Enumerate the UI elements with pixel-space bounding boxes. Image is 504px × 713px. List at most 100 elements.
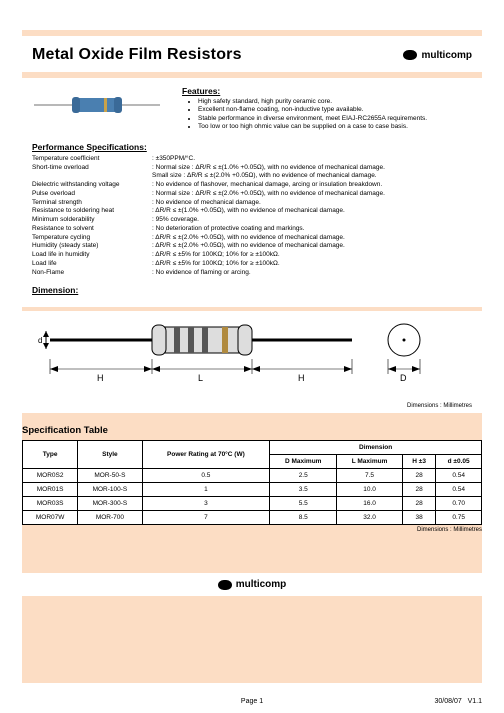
perf-row: Resistance to soldering heatΔR/R ≤ ±(1.0…: [32, 207, 472, 216]
table-cell: 0.54: [436, 483, 482, 497]
spec-table-section: Specification Table Type Style Power Rat…: [22, 425, 482, 533]
perf-label: Temperature coefficient: [32, 155, 152, 164]
th-type: Type: [23, 441, 78, 469]
dimension-section: Dimension:: [32, 285, 472, 295]
features-heading: Features:: [182, 86, 472, 96]
perf-label: Non-Flame: [32, 269, 152, 278]
perf-value: ΔR/R ≤ ±5% for 100KΩ; 10% for ≥ ±100kΩ.: [152, 251, 472, 260]
brand-logo-icon: [218, 580, 232, 590]
table-cell: MOR07W: [23, 511, 78, 525]
spec-table-note: Dimensions : Millimetres: [22, 527, 482, 533]
table-cell: MOR01S: [23, 483, 78, 497]
table-cell: 0.54: [436, 469, 482, 483]
footer-brand-text: multicomp: [236, 579, 287, 590]
feature-item: High safety standard, high purity cerami…: [198, 98, 472, 106]
resistor-illustration: [32, 86, 162, 120]
features-block: Features: High safety standard, high pur…: [182, 86, 472, 132]
perf-value: Normal size : ΔR/R ≤ ±(1.0% +0.05Ω), wit…: [152, 164, 472, 173]
page-title: Metal Oxide Film Resistors: [32, 46, 242, 64]
perf-value: ΔR/R ≤ ±(2.0% +0.05Ω), with no evidence …: [152, 242, 472, 251]
spec-table-body: MOR0S2MOR-50-S0.52.57.5280.54MOR01SMOR-1…: [23, 469, 482, 525]
table-cell: 1: [142, 483, 270, 497]
footer-brand: multicomp: [218, 579, 287, 590]
table-cell: 2.5: [270, 469, 337, 483]
performance-specs: Performance Specifications: Temperature …: [32, 142, 472, 278]
dim-label-H2: H: [298, 373, 305, 383]
perf-value: ΔR/R ≤ ±(2.0% +0.05Ω), with no evidence …: [152, 234, 472, 243]
table-cell: 7.5: [337, 469, 403, 483]
table-cell: 38: [402, 511, 435, 525]
table-cell: MOR-300-S: [78, 497, 142, 511]
th-dim: Dimension: [270, 441, 482, 455]
perf-value: No deterioration of protective coating a…: [152, 225, 472, 234]
feature-item: Too low or too high ohmic value can be s…: [198, 123, 472, 131]
perf-value: No evidence of mechanical damage.: [152, 199, 472, 208]
table-cell: 10.0: [337, 483, 403, 497]
brand: multicomp: [403, 50, 472, 61]
perf-row: Load lifeΔR/R ≤ ±5% for 100KΩ; 10% for ≥…: [32, 260, 472, 269]
dimension-svg-icon: d H: [32, 319, 472, 399]
perf-value: No evidence of flaming or arcing.: [152, 269, 472, 278]
page-content: Metal Oxide Film Resistors multicomp Fea…: [0, 0, 504, 626]
perf-value: ΔR/R ≤ ±(1.0% +0.05Ω), with no evidence …: [152, 207, 472, 216]
perf-row: Terminal strengthNo evidence of mechanic…: [32, 199, 472, 208]
perf-subvalue: Small size : ΔR/R ≤ ±(2.0% +0.05Ω), with…: [32, 172, 472, 181]
th-d: d ±0.05: [436, 455, 482, 469]
table-row: MOR07WMOR-70078.532.0380.75: [23, 511, 482, 525]
table-row: MOR03SMOR-300-S35.516.0280.70: [23, 497, 482, 511]
table-cell: MOR0S2: [23, 469, 78, 483]
table-cell: 28: [402, 483, 435, 497]
perf-rows: Temperature coefficient±350PPM/°C.Short-…: [32, 155, 472, 278]
table-row: MOR0S2MOR-50-S0.52.57.5280.54: [23, 469, 482, 483]
th-style: Style: [78, 441, 142, 469]
table-cell: 3: [142, 497, 270, 511]
perf-value: Normal size : ΔR/R ≤ ±(2.0% +0.05Ω), wit…: [152, 190, 472, 199]
th-D: D Maximum: [270, 455, 337, 469]
page-number: Page 1: [22, 698, 482, 705]
perf-value: No evidence of flashover, mechanical dam…: [152, 181, 472, 190]
perf-value: ΔR/R ≤ ±5% for 100KΩ; 10% for ≥ ±100kΩ.: [152, 260, 472, 269]
intro-block: Features: High safety standard, high pur…: [22, 78, 482, 307]
table-cell: 16.0: [337, 497, 403, 511]
perf-row: Temperature cyclingΔR/R ≤ ±(2.0% +0.05Ω)…: [32, 234, 472, 243]
perf-row: Dielectric withstanding voltageNo eviden…: [32, 181, 472, 190]
spec-table-wrap: Type Style Power Rating at 70°C (W) Dime…: [22, 440, 482, 525]
dimension-drawing: d H: [22, 311, 482, 413]
perf-row: Pulse overloadNormal size : ΔR/R ≤ ±(2.0…: [32, 190, 472, 199]
features-list: High safety standard, high purity cerami…: [182, 98, 472, 132]
dim-label-d: d: [38, 336, 42, 345]
perf-label: Temperature cycling: [32, 234, 152, 243]
perf-row: Resistance to solventNo deterioration of…: [32, 225, 472, 234]
dimension-heading: Dimension:: [32, 285, 472, 295]
table-cell: 0.5: [142, 469, 270, 483]
resistor-svg-icon: [32, 92, 162, 118]
dim-label-D: D: [400, 373, 407, 383]
perf-label: Load life: [32, 260, 152, 269]
perf-label: Minimum solderability: [32, 216, 152, 225]
th-H: H ±3: [402, 455, 435, 469]
table-cell: MOR-700: [78, 511, 142, 525]
perf-label: Load life in humidity: [32, 251, 152, 260]
page-meta: Page 1 30/08/07 V1.1: [22, 698, 482, 705]
perf-row: Short-time overloadNormal size : ΔR/R ≤ …: [32, 164, 472, 173]
perf-row: Non-FlameNo evidence of flaming or arcin…: [32, 269, 472, 278]
perf-label: Resistance to soldering heat: [32, 207, 152, 216]
table-cell: 28: [402, 469, 435, 483]
table-cell: 7: [142, 511, 270, 525]
brand-text: multicomp: [421, 50, 472, 61]
dim-label-L: L: [198, 373, 203, 383]
feature-item: Stable performance in diverse environmen…: [198, 115, 472, 123]
header-band: Metal Oxide Film Resistors multicomp: [22, 36, 482, 72]
table-cell: 3.5: [270, 483, 337, 497]
brand-logo-icon: [403, 50, 417, 60]
perf-row: Humidity (steady state)ΔR/R ≤ ±(2.0% +0.…: [32, 242, 472, 251]
perf-label: Pulse overload: [32, 190, 152, 199]
spec-table: Type Style Power Rating at 70°C (W) Dime…: [22, 440, 482, 525]
dim-label-H1: H: [97, 373, 104, 383]
table-cell: 28: [402, 497, 435, 511]
perf-row: Load life in humidityΔR/R ≤ ±5% for 100K…: [32, 251, 472, 260]
th-L: L Maximum: [337, 455, 403, 469]
table-cell: MOR-50-S: [78, 469, 142, 483]
table-row: MOR01SMOR-100-S13.510.0280.54: [23, 483, 482, 497]
table-cell: 5.5: [270, 497, 337, 511]
